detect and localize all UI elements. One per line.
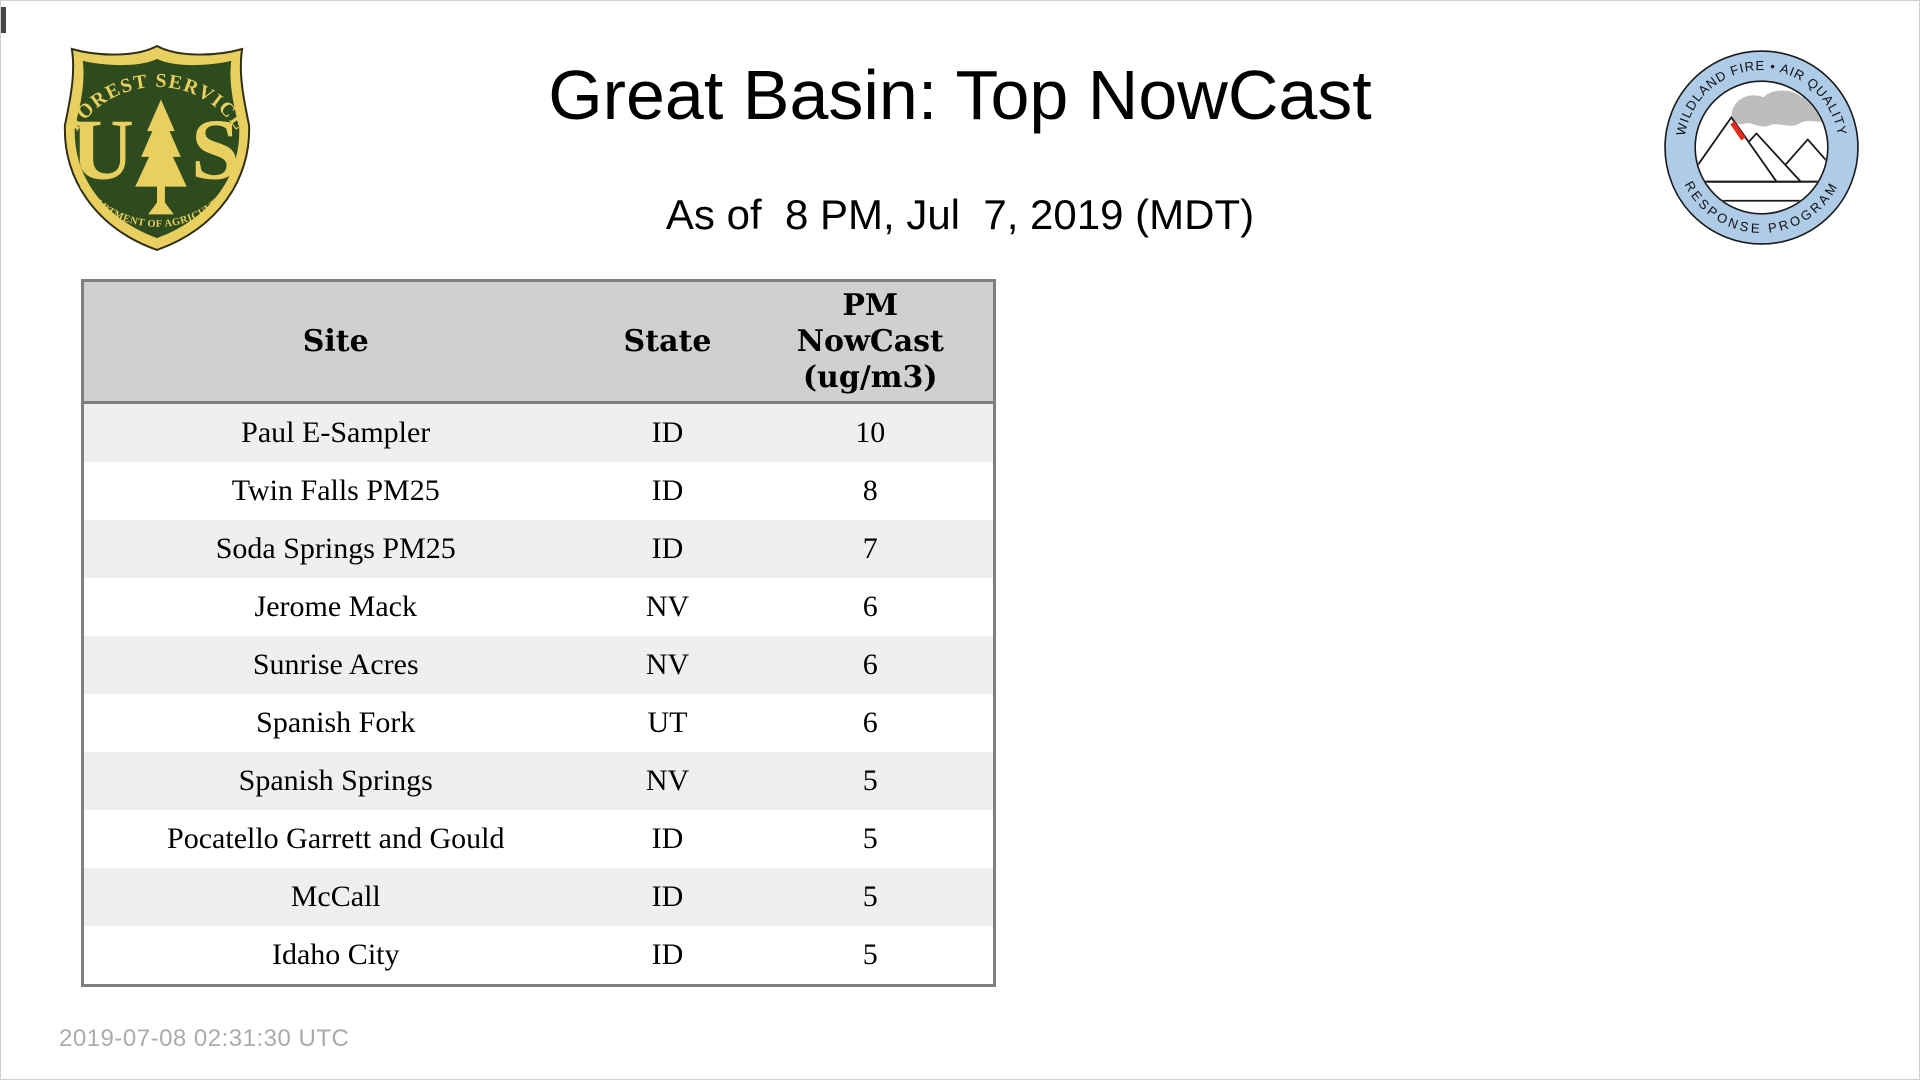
- table-row: Sunrise Acres NV 6: [82, 636, 995, 694]
- table-row: Paul E-Sampler ID 10: [82, 402, 995, 462]
- value-cell: 5: [747, 810, 995, 868]
- value-cell: 6: [747, 636, 995, 694]
- state-cell: ID: [587, 462, 748, 520]
- state-cell: NV: [587, 636, 748, 694]
- table-row: Twin Falls PM25 ID 8: [82, 462, 995, 520]
- site-cell: Idaho City: [82, 926, 588, 986]
- site-cell: Pocatello Garrett and Gould: [82, 810, 588, 868]
- site-cell: Paul E-Sampler: [82, 402, 588, 462]
- value-cell: 5: [747, 926, 995, 986]
- table-row: Idaho City ID 5: [82, 926, 995, 986]
- value-cell: 10: [747, 402, 995, 462]
- table-row: Spanish Fork UT 6: [82, 694, 995, 752]
- page-subtitle: As of 8 PM, Jul 7, 2019 (MDT): [665, 191, 1255, 238]
- value-cell: 8: [747, 462, 995, 520]
- state-cell: ID: [587, 402, 748, 462]
- page-title: Great Basin: Top NowCast: [548, 56, 1372, 134]
- site-cell: Soda Springs PM25: [82, 520, 588, 578]
- pine-tree-icon: [135, 99, 187, 215]
- value-cell: 6: [747, 578, 995, 636]
- nowcast-table-body: Paul E-Sampler ID 10 Twin Falls PM25 ID 8 Soda…: [82, 402, 995, 986]
- state-cell: ID: [587, 868, 748, 926]
- state-cell: NV: [587, 578, 748, 636]
- state-cell: NV: [587, 752, 748, 810]
- table-row: Soda Springs PM25 ID 7: [82, 520, 995, 578]
- table-row: Jerome Mack NV 6: [82, 578, 995, 636]
- value-cell: 5: [747, 752, 995, 810]
- table-row: Spanish Springs NV 5: [82, 752, 995, 810]
- table-header-row: Site State PM NowCast (ug/m3): [82, 280, 995, 404]
- fire-mark-icon: [1730, 121, 1746, 141]
- site-cell: Spanish Springs: [82, 752, 588, 810]
- table-row: McCall ID 5: [82, 868, 995, 926]
- fs-monogram-u: U: [71, 101, 134, 198]
- column-header-site: Site: [82, 280, 588, 404]
- value-cell: 6: [747, 694, 995, 752]
- site-cell: Twin Falls PM25: [82, 462, 588, 520]
- smoke-plume-icon: [1731, 90, 1827, 127]
- table-row: Pocatello Garrett and Gould ID 5: [82, 810, 995, 868]
- site-cell: Jerome Mack: [82, 578, 588, 636]
- site-cell: Sunrise Acres: [82, 636, 588, 694]
- state-cell: UT: [587, 694, 748, 752]
- state-cell: ID: [587, 520, 748, 578]
- column-header-state: State: [587, 280, 748, 404]
- column-header-pm-nowcast: PM NowCast (ug/m3): [747, 280, 995, 404]
- nowcast-table: Site State PM NowCast (ug/m3) Paul E-Sam…: [81, 279, 996, 987]
- air-quality-program-logo-icon: WILDLAND FIRE • AIR QUALITY RESPONSE PRO…: [1664, 50, 1859, 245]
- value-cell: 5: [747, 868, 995, 926]
- site-cell: Spanish Fork: [82, 694, 588, 752]
- screen-edge-artifact: [1, 7, 6, 33]
- forest-service-logo-icon: FOREST SERVICE U S DEPARTMENT OF AGRICUL…: [63, 44, 251, 252]
- value-cell: 7: [747, 520, 995, 578]
- state-cell: ID: [587, 926, 748, 986]
- state-cell: ID: [587, 810, 748, 868]
- site-cell: McCall: [82, 868, 588, 926]
- fs-monogram-s: S: [191, 101, 239, 198]
- footer-timestamp: 2019-07-08 02:31:30 UTC: [59, 1025, 350, 1052]
